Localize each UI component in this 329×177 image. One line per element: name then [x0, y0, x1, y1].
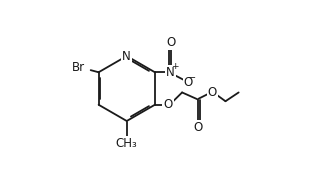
Text: O: O	[193, 121, 203, 134]
Text: O: O	[208, 86, 217, 99]
Text: N: N	[166, 66, 175, 79]
Text: CH₃: CH₃	[116, 137, 138, 150]
Text: O: O	[166, 36, 175, 49]
Text: Br: Br	[72, 61, 86, 74]
Text: −: −	[188, 73, 196, 83]
Text: +: +	[171, 62, 178, 72]
Text: O: O	[184, 76, 193, 89]
Text: N: N	[122, 50, 131, 62]
Text: O: O	[164, 98, 173, 111]
